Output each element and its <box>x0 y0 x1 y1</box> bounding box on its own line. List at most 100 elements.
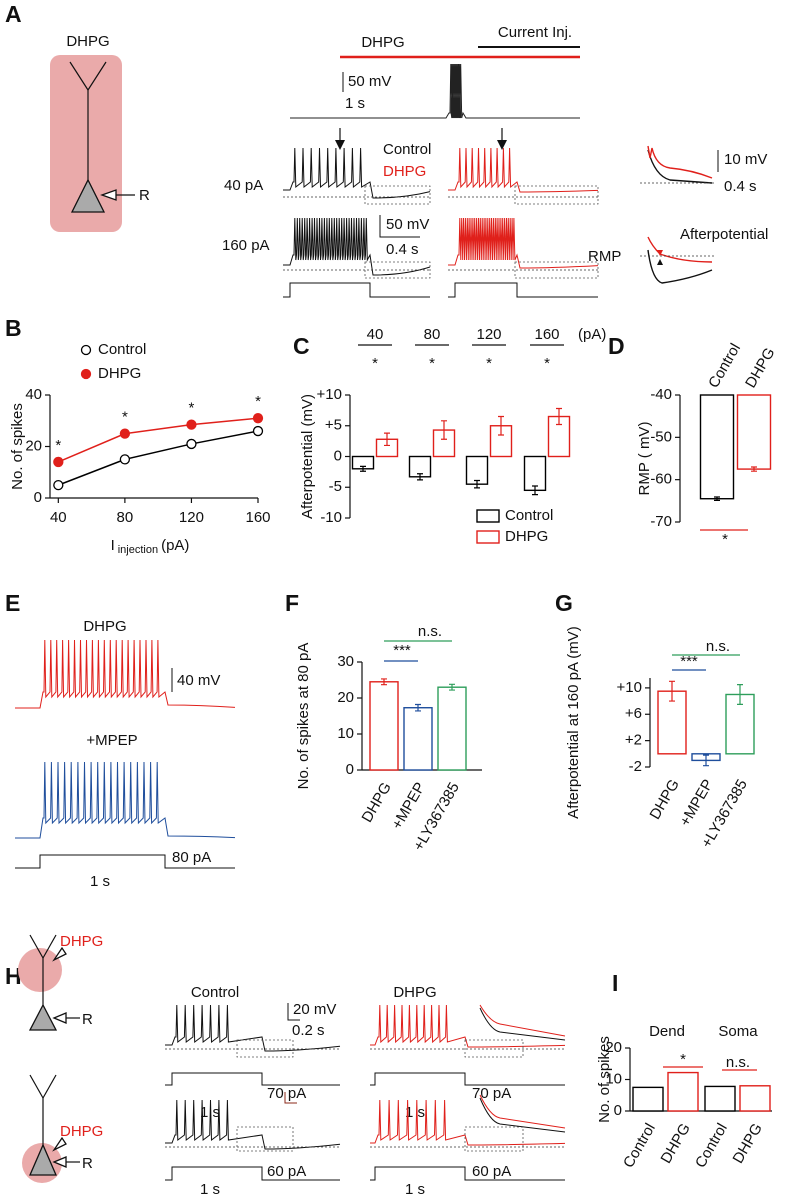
group-label: Soma <box>718 1023 758 1040</box>
arrow-head <box>335 140 345 150</box>
error-bar <box>474 479 480 489</box>
error-bar <box>556 407 562 426</box>
cell-label: DHPG <box>66 33 109 50</box>
error-bar <box>417 473 423 481</box>
significance: * <box>722 531 728 548</box>
panel-label: C <box>293 333 310 359</box>
y-tick-label: +10 <box>617 679 642 696</box>
y-axis-label: Afterpotential at 160 pA (mV) <box>565 626 582 819</box>
bar <box>369 681 399 771</box>
trace <box>290 63 580 119</box>
trace <box>647 249 713 284</box>
y-tick-label: 0 <box>346 761 354 778</box>
trace <box>647 145 713 179</box>
trace <box>15 761 236 839</box>
y-axis-label: Afterpotential (mV) <box>299 394 316 519</box>
bar <box>667 1071 699 1112</box>
error-bar <box>449 683 455 691</box>
error-bar <box>381 678 387 686</box>
error-bar <box>751 466 757 472</box>
y-tick-label: 0 <box>614 1102 622 1119</box>
legend-label: DHPG <box>383 163 426 180</box>
x-label-unit: (pA) <box>161 537 189 554</box>
series-line <box>58 417 259 463</box>
y-tick-label: 10 <box>337 725 354 742</box>
neuron <box>28 934 80 1176</box>
y-tick-label: +10 <box>317 386 342 403</box>
error-bar <box>532 485 538 496</box>
category-label: DHPG <box>359 779 395 825</box>
error-bar <box>703 754 709 767</box>
category-unit: (pA) <box>578 326 606 343</box>
zoom-box <box>464 1039 524 1058</box>
neuron <box>69 61 135 213</box>
bar <box>403 707 433 771</box>
zoom-box <box>514 185 599 205</box>
legend-swatch <box>476 530 500 544</box>
significance: n.s. <box>726 1054 750 1071</box>
recording-label: R <box>82 1011 93 1028</box>
significance: *** <box>680 653 698 670</box>
y-tick-label: -70 <box>650 513 672 530</box>
y-tick-label: 0 <box>34 489 42 506</box>
recording-label: R <box>82 1155 93 1172</box>
trace <box>479 1004 566 1037</box>
category-label: DHPG <box>658 1120 694 1166</box>
trace <box>370 1004 566 1048</box>
bar <box>739 1085 771 1112</box>
y-axis-label: No. of spikes <box>9 403 26 490</box>
x-tick-label: 120 <box>179 509 204 526</box>
legend-swatch <box>476 509 500 523</box>
category-label: DHPG <box>730 1120 766 1166</box>
y-tick-label: 20 <box>25 437 42 454</box>
trace <box>283 282 430 298</box>
trace <box>283 147 431 199</box>
x-tick-label: 160 <box>245 509 270 526</box>
zoom-box <box>364 261 431 279</box>
legend-label: Control <box>383 141 431 158</box>
scale-label: 1 s <box>345 95 365 112</box>
scale-label: 40 mV <box>177 672 220 689</box>
y-tick-label: -2 <box>629 758 642 775</box>
y-tick-label: +6 <box>625 705 642 722</box>
y-axis-label: RMP ( mV) <box>636 422 653 496</box>
category-label: DHPG <box>647 776 683 822</box>
legend-marker <box>80 344 92 356</box>
y-tick-label: -5 <box>329 478 342 495</box>
current-label: 40 pA <box>224 177 263 194</box>
category-label: Control <box>705 341 744 391</box>
significance: * <box>429 355 435 372</box>
trace <box>647 149 713 184</box>
legend-label: DHPG <box>505 528 548 545</box>
panel-label: B <box>5 315 22 341</box>
scale-label: 0.2 s <box>292 1022 325 1039</box>
error-bar <box>384 432 390 447</box>
category-label: DHPG <box>742 345 778 391</box>
current-bar-label: Current Inj. <box>498 24 572 41</box>
puff-site <box>18 948 62 992</box>
trace <box>479 1094 566 1129</box>
x-tick-label: 40 <box>50 509 67 526</box>
trace <box>15 639 236 709</box>
current-label: 160 pA <box>222 237 270 254</box>
zoom-box <box>464 1126 524 1152</box>
y-tick-label: -50 <box>650 428 672 445</box>
error-bar <box>415 703 421 712</box>
duration-label: 1 s <box>90 873 110 890</box>
drug-bath <box>50 55 122 232</box>
category-label: Control <box>620 1120 659 1170</box>
duration-label: 1 s <box>405 1104 425 1121</box>
point <box>252 425 264 437</box>
panel-label: G <box>555 590 573 616</box>
trace <box>370 1166 565 1181</box>
point <box>119 428 131 439</box>
panel-label: D <box>608 333 625 359</box>
point <box>53 479 64 491</box>
x-label-main: I <box>111 537 115 554</box>
legend-marker <box>80 368 92 380</box>
x-label-sub: injection <box>118 544 158 556</box>
scale-label: 20 mV <box>293 1001 336 1018</box>
bar <box>736 394 772 470</box>
panel-label: F <box>285 590 299 616</box>
